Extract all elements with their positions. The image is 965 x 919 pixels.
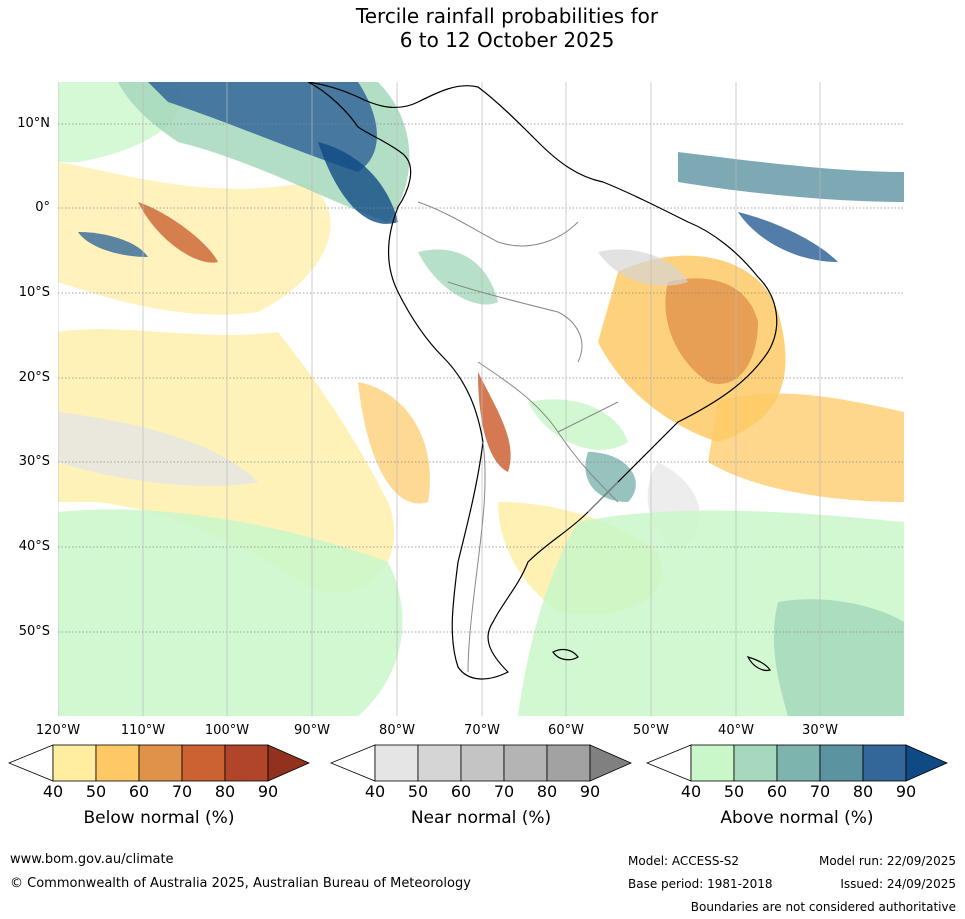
map-title: Tercile rainfall probabilities for 6 to … — [0, 4, 965, 52]
lat-label-0: 0° — [35, 200, 50, 215]
above-swatch-2 — [733, 744, 778, 782]
probability-map — [58, 82, 904, 716]
below-tick-50: 50 — [85, 782, 107, 801]
model-name: Model: ACCESS-S2 — [628, 854, 740, 868]
above-swatch-3 — [776, 744, 821, 782]
near-swatch-1 — [374, 744, 419, 782]
above-tick-70: 70 — [809, 782, 831, 801]
above-tick-60: 60 — [766, 782, 788, 801]
lon-label-120w: 120°W — [35, 723, 81, 738]
below-swatch-1 — [52, 744, 97, 782]
above-swatch-6 — [905, 744, 948, 782]
below-normal-label: Below normal (%) — [83, 808, 235, 828]
below-tick-70: 70 — [171, 782, 193, 801]
near-tick-80: 80 — [536, 782, 558, 801]
lon-label-50w: 50°W — [633, 723, 669, 738]
near-swatch-3 — [460, 744, 505, 782]
issued-date: Issued: 24/09/2025 — [840, 877, 956, 891]
lat-label-40s: 40°S — [18, 539, 50, 554]
below-swatch-2 — [95, 744, 140, 782]
model-run-date: Model run: 22/09/2025 — [818, 854, 956, 868]
below-normal-colorbar — [8, 744, 310, 782]
near-swatch-4 — [503, 744, 548, 782]
below-swatch-3 — [138, 744, 183, 782]
lon-label-110w: 110°W — [120, 723, 166, 738]
above-normal-label: Above normal (%) — [720, 808, 874, 828]
boundaries-disclaimer: Boundaries are not considered authoritat… — [690, 900, 956, 914]
below-swatch-5 — [224, 744, 269, 782]
near-tick-50: 50 — [407, 782, 429, 801]
lon-label-30w: 30°W — [802, 723, 838, 738]
above-swatch-4 — [819, 744, 864, 782]
graticule — [58, 82, 904, 716]
lon-label-60w: 60°W — [548, 723, 584, 738]
base-period: Base period: 1981-2018 — [628, 877, 773, 891]
lon-label-70w: 70°W — [464, 723, 500, 738]
map-canvas — [58, 82, 904, 716]
near-tick-70: 70 — [493, 782, 515, 801]
website-link[interactable]: www.bom.gov.au/climate — [10, 852, 174, 867]
above-tick-50: 50 — [723, 782, 745, 801]
lat-label-20s: 20°S — [18, 370, 50, 385]
lon-label-80w: 80°W — [379, 723, 415, 738]
lon-label-40w: 40°W — [718, 723, 754, 738]
lon-label-90w: 90°W — [294, 723, 330, 738]
below-swatch-6 — [267, 744, 310, 782]
near-tick-90: 90 — [579, 782, 601, 801]
title-line-1: Tercile rainfall probabilities for — [355, 4, 659, 28]
lat-label-50s: 50°S — [18, 624, 50, 639]
above-swatch-1 — [690, 744, 735, 782]
above-tick-40: 40 — [680, 782, 702, 801]
near-swatch-2 — [417, 744, 462, 782]
title-line-2: 6 to 12 October 2025 — [399, 28, 615, 52]
below-tick-90: 90 — [257, 782, 279, 801]
above-tick-80: 80 — [852, 782, 874, 801]
below-tick-40: 40 — [42, 782, 64, 801]
near-swatch-5 — [546, 744, 591, 782]
below-tick-80: 80 — [214, 782, 236, 801]
near-tick-40: 40 — [364, 782, 386, 801]
coastline — [307, 82, 778, 680]
near-normal-label: Near normal (%) — [410, 808, 552, 828]
lat-label-10n: 10°N — [17, 116, 50, 131]
above-swatch-5 — [862, 744, 907, 782]
below-swatch-4 — [181, 744, 226, 782]
probability-shading — [58, 82, 904, 716]
country-borders — [417, 201, 619, 673]
near-tick-60: 60 — [450, 782, 472, 801]
near-swatch-6 — [589, 744, 632, 782]
lon-label-100w: 100°W — [204, 723, 250, 738]
above-tick-90: 90 — [895, 782, 917, 801]
below-tick-60: 60 — [128, 782, 150, 801]
above-normal-colorbar — [646, 744, 948, 782]
copyright-text: © Commonwealth of Australia 2025, Austra… — [10, 876, 471, 891]
near-normal-colorbar — [330, 744, 632, 782]
lat-label-10s: 10°S — [18, 285, 50, 300]
lat-label-30s: 30°S — [18, 454, 50, 469]
